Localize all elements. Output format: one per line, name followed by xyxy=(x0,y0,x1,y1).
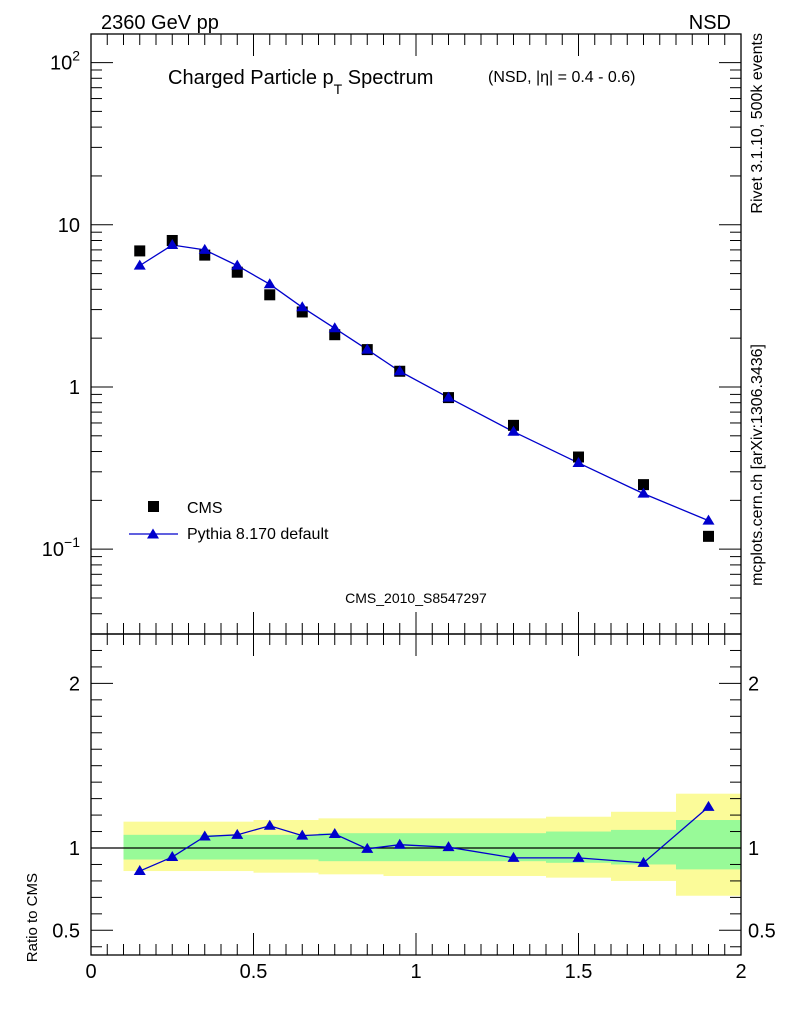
pythia-data-point xyxy=(263,278,276,289)
y-tick-mantissa: 10 xyxy=(50,53,72,75)
main-series xyxy=(133,234,715,542)
ratio-y-tick-label-right: 2 xyxy=(748,673,759,695)
pythia-data-point xyxy=(133,259,146,270)
green-band xyxy=(123,834,156,860)
pythia-data-point xyxy=(442,391,455,402)
cms-data-point xyxy=(508,419,519,431)
ratio-data-point xyxy=(231,828,244,839)
pythia-data-point xyxy=(393,365,406,376)
ratio-data-point xyxy=(263,819,276,830)
y-tick-mantissa: 10 xyxy=(42,539,64,561)
y-tick-label: 10−1 xyxy=(42,534,80,561)
ratio-data-point xyxy=(198,830,211,841)
green-band xyxy=(676,820,741,870)
watermark-label: CMS_2010_S8547297 xyxy=(345,590,487,606)
legend: CMS Pythia 8.170 default xyxy=(129,500,329,543)
title-tail-text: Spectrum xyxy=(342,67,433,89)
legend-cms-marker xyxy=(148,501,159,512)
y-tick-mantissa: 10 xyxy=(58,215,80,237)
ratio-data-point xyxy=(702,800,715,811)
ratio-axis-ticks xyxy=(90,634,742,955)
ratio-data-point xyxy=(507,851,520,862)
x-tick-label: 1.5 xyxy=(565,961,593,983)
pythia-data-point xyxy=(361,343,374,354)
cms-data-point xyxy=(638,479,649,491)
main-panel-frame xyxy=(90,33,742,635)
x-tick-label: 1 xyxy=(410,961,421,983)
cms-data-point xyxy=(134,245,146,257)
ratio-curve xyxy=(139,806,709,872)
cms-data-point xyxy=(199,249,211,261)
ratio-y-tick-label-left: 2 xyxy=(69,673,80,695)
title-note: (NSD, |η| = 0.4 - 0.6) xyxy=(488,69,635,86)
energy-label: 2360 GeV pp xyxy=(101,12,219,34)
ratio-y-tick-label-left: 1 xyxy=(69,838,80,860)
ratio-data-point xyxy=(328,828,341,839)
main-axis-ticks xyxy=(90,34,742,635)
pythia-data-point xyxy=(231,259,244,270)
mcplots-label: mcplots.cern.ch [arXiv:1306.3436] xyxy=(749,344,766,586)
x-tick-label: 0.5 xyxy=(240,961,268,983)
ratio-data-point xyxy=(166,851,179,862)
ratio-data-point xyxy=(637,856,650,867)
pythia-data-point xyxy=(198,243,211,254)
title-main-text: Charged Particle p xyxy=(168,67,334,89)
pythia-curve xyxy=(139,244,709,522)
ratio-series xyxy=(133,800,715,876)
ratio-data-point xyxy=(361,842,374,853)
green-band xyxy=(221,834,254,860)
cms-data-point xyxy=(264,289,276,301)
ratio-y-axis-label: Ratio to CMS xyxy=(24,873,41,962)
legend-pythia-label: Pythia 8.170 default xyxy=(187,526,329,543)
ratio-data-point xyxy=(133,865,146,876)
legend-pythia-marker xyxy=(147,528,159,539)
pythia-data-point xyxy=(166,239,179,250)
pythia-data-point xyxy=(572,456,585,467)
ratio-y-tick-label-right: 0.5 xyxy=(748,920,776,942)
cms-data-point xyxy=(703,530,714,542)
y-tick-label: 1 xyxy=(69,377,80,399)
ratio-data-point xyxy=(393,838,406,849)
ratio-y-tick-label-right: 1 xyxy=(748,838,759,860)
ratio-panel-frame xyxy=(90,633,742,956)
ratio-data-point xyxy=(572,851,585,862)
rivet-label: Rivet 3.1.10, 500k events xyxy=(749,33,766,214)
legend-cms-label: CMS xyxy=(187,500,223,517)
pythia-data-point xyxy=(702,514,715,525)
pythia-data-point xyxy=(296,301,309,312)
x-tick-label: 2 xyxy=(735,961,746,983)
ratio-y-tick-label-left: 0.5 xyxy=(52,920,80,942)
cms-data-point xyxy=(329,329,341,341)
pythia-data-point xyxy=(328,322,341,333)
x-tick-label: 0 xyxy=(85,961,96,983)
x-tick-labels: 0 0.5 1 1.5 2 xyxy=(85,961,746,983)
y-tick-exponent: −1 xyxy=(64,534,80,550)
y-tick-label: 102 xyxy=(50,48,80,75)
green-band xyxy=(253,834,286,860)
main-title: Charged Particle pT Spectrum xyxy=(168,67,433,97)
ratio-data-point xyxy=(442,841,455,852)
process-label: NSD xyxy=(689,12,731,34)
cms-data-point xyxy=(231,266,243,278)
cms-data-point xyxy=(296,306,308,318)
y-tick-label: 10 xyxy=(58,215,80,237)
ratio-y-tick-labels: 0.5 0.5 1 1 2 2 xyxy=(52,673,776,942)
pythia-data-point xyxy=(637,487,650,498)
ratio-uncertainty-bands xyxy=(91,793,741,896)
title-subscript: T xyxy=(334,81,343,97)
pythia-data-point xyxy=(507,425,520,436)
ratio-data-point xyxy=(296,829,309,840)
y-tick-exponent: 2 xyxy=(72,48,80,64)
y-tick-mantissa: 1 xyxy=(69,377,80,399)
